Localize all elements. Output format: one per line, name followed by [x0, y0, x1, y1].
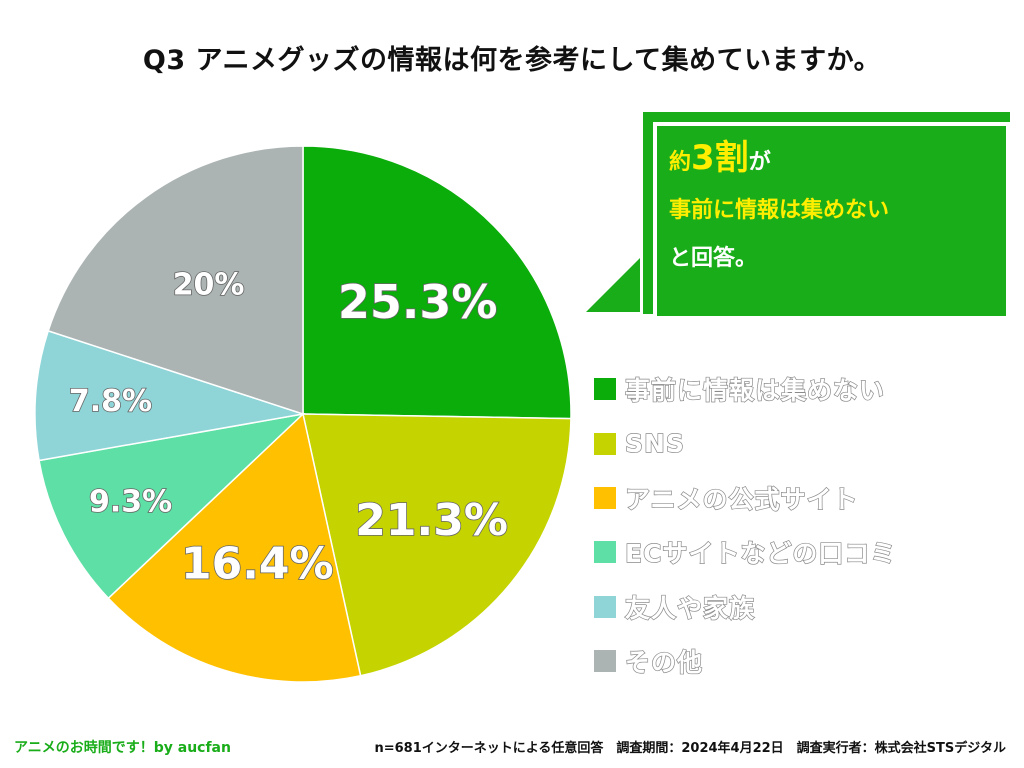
callout-line-1: 約3割が — [669, 128, 1006, 193]
pie-slice — [38, 412, 306, 600]
chart-title: Q3 アニメグッズの情報は何を参考にして集めていますか。 — [142, 45, 882, 76]
slice-value-label: 25.3% — [338, 275, 498, 329]
pie-slice — [107, 412, 362, 683]
legend-label: その他 — [624, 647, 704, 678]
pie-slice — [302, 413, 572, 677]
pie-slice — [302, 145, 572, 420]
legend-item: その他 — [594, 634, 896, 688]
legend-swatch — [594, 486, 616, 509]
legend-label: 友人や家族 — [624, 593, 756, 623]
legend-swatch — [594, 432, 616, 455]
callout-line-3: と回答。 — [669, 246, 758, 271]
legend-item: SNS — [594, 416, 896, 470]
slice-value-label: 20% — [173, 268, 245, 303]
chart-legend: 事前に情報は集めない SNS アニメの公式サイト ECサイトなどの口コミ 友人や… — [594, 362, 896, 688]
legend-item: ECサイトなどの口コミ — [594, 525, 896, 579]
legend-swatch — [594, 378, 616, 401]
footer-survey-info: n=681インターネットによる任意回答 調査期間：2024年4月22日 調査実行… — [374, 741, 1006, 756]
slice-value-label: 7.8% — [69, 384, 152, 419]
slice-value-label: 16.4% — [181, 538, 334, 589]
callout-prefix: 約 — [669, 150, 692, 175]
callout-suffix: が — [748, 150, 771, 175]
legend-item: 事前に情報は集めない — [594, 362, 896, 416]
legend-label: アニメの公式サイト — [624, 484, 859, 514]
pie-slice — [47, 145, 304, 416]
callout-line-2: 事前に情報は集めない — [669, 198, 890, 223]
legend-swatch — [594, 541, 616, 564]
footer-brand: アニメのお時間です！by aucfan — [14, 740, 231, 756]
slice-value-label: 9.3% — [89, 485, 172, 520]
legend-swatch — [594, 595, 616, 618]
slice-value-label: 21.3% — [355, 495, 508, 546]
legend-item: 友人や家族 — [594, 580, 896, 634]
callout-box: 約3割が 事前に情報は集めない と回答。 — [653, 122, 1010, 320]
legend-label: SNS — [624, 428, 685, 459]
legend-label: 事前に情報は集めない — [624, 375, 886, 406]
legend-label: ECサイトなどの口コミ — [624, 539, 897, 569]
pie-slice — [34, 329, 304, 462]
callout-highlight: 3割 — [691, 138, 749, 178]
legend-swatch — [594, 650, 616, 673]
legend-item: アニメの公式サイト — [594, 471, 896, 525]
